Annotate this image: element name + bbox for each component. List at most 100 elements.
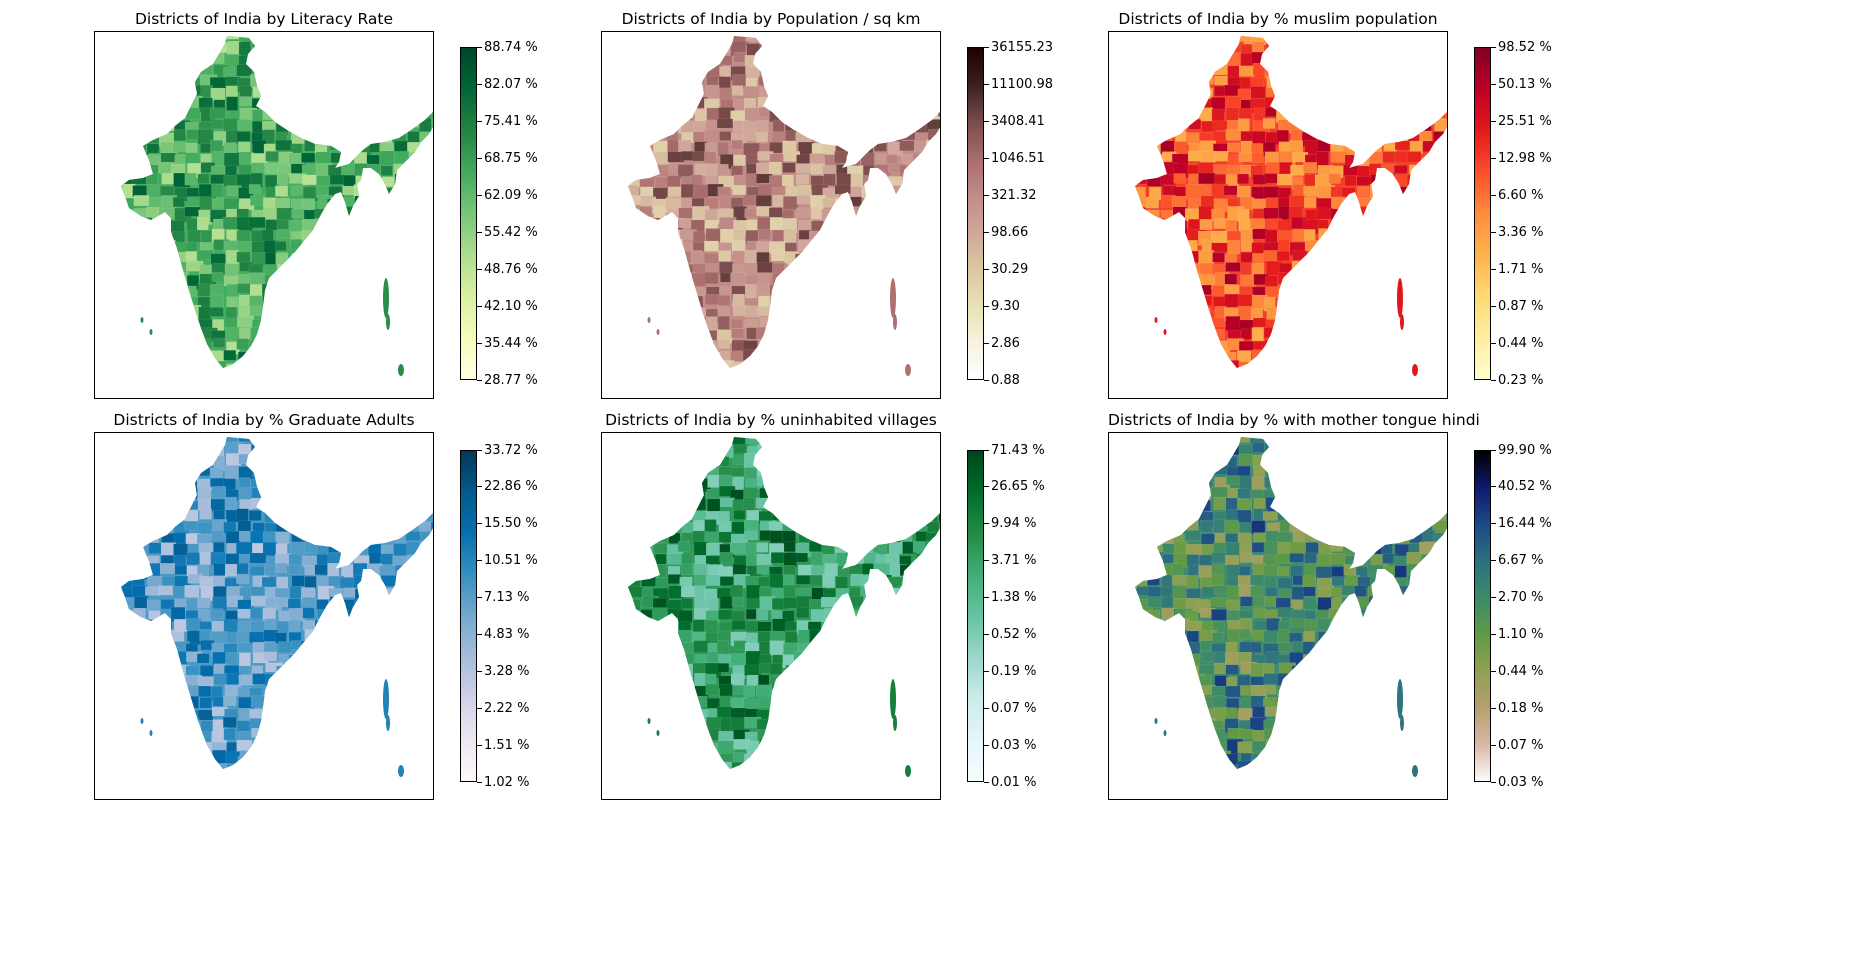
colorbar-tick-label: 1.02 % (484, 774, 530, 790)
island (1412, 765, 1418, 777)
island (893, 314, 897, 330)
colorbar-tick-label: 4.83 % (484, 626, 530, 642)
colorbar-tick-label: 0.03 % (1498, 774, 1544, 790)
island (1412, 364, 1418, 376)
colorbar-tick-label: 3.36 % (1498, 224, 1544, 240)
island (656, 329, 660, 335)
colorbar-tick-label: 22.86 % (484, 479, 538, 495)
island (893, 715, 897, 731)
colorbar (967, 450, 984, 782)
colorbar-tick-label: 55.42 % (484, 224, 538, 240)
district-texture (628, 36, 940, 368)
colorbar-tick-mark (984, 707, 989, 709)
island (890, 278, 896, 318)
colorbar-tick-mark (984, 633, 989, 635)
india-map (121, 36, 433, 376)
colorbar-tick-mark (984, 46, 989, 48)
colorbar-tick-mark (477, 268, 482, 270)
colorbar-tick-label: 28.77 % (484, 372, 538, 388)
colorbar-tick-label: 62.09 % (484, 187, 538, 203)
colorbar-tick-mark (984, 523, 989, 525)
colorbar-tick-mark (477, 744, 482, 746)
colorbar-tick-mark (477, 523, 482, 525)
colorbar-tick-label: 15.50 % (484, 516, 538, 532)
colorbar-tick-mark (984, 194, 989, 196)
district-texture (1135, 437, 1447, 769)
colorbar-tick-label: 6.67 % (1498, 553, 1544, 569)
colorbar-tick-mark (1491, 305, 1496, 307)
island (140, 718, 144, 724)
colorbar-tick-mark (477, 120, 482, 122)
map-frame (94, 432, 434, 800)
colorbar-tick-mark (1491, 486, 1496, 488)
colorbar-tick-label: 25.51 % (1498, 113, 1552, 129)
colorbar-tick-mark (1491, 707, 1496, 709)
colorbar-tick-mark (477, 560, 482, 562)
colorbar-tick-mark (477, 157, 482, 159)
island (1400, 715, 1404, 731)
island (890, 679, 896, 719)
island (1397, 278, 1403, 318)
india-map (628, 437, 940, 777)
colorbar-tick-mark (1491, 560, 1496, 562)
colorbar-tick-label: 6.60 % (1498, 187, 1544, 203)
colorbar-tick-label: 82.07 % (484, 76, 538, 92)
colorbar-tick-mark (1491, 597, 1496, 599)
colorbar-tick-label: 36155.23 (991, 39, 1054, 55)
colorbar-tick-mark (984, 670, 989, 672)
india-map (1135, 437, 1447, 777)
colorbar-tick-mark (984, 231, 989, 233)
colorbar-tick-label: 75.41 % (484, 113, 538, 129)
colorbar-tick-mark (1491, 744, 1496, 746)
colorbar-tick-mark (984, 157, 989, 159)
colorbar-tick-mark (1491, 231, 1496, 233)
colorbar (460, 47, 477, 380)
colorbar-tick-label: 0.07 % (991, 700, 1037, 716)
colorbar-tick-label: 1.51 % (484, 737, 530, 753)
colorbar-tick-mark (1491, 342, 1496, 344)
island (1154, 718, 1158, 724)
colorbar (460, 450, 477, 782)
colorbar-tick-label: 9.30 (991, 298, 1020, 314)
colorbar-tick-mark (984, 560, 989, 562)
colorbar-tick-mark (984, 268, 989, 270)
india-map (1135, 36, 1447, 376)
panel-title: Districts of India by % Graduate Adults (113, 411, 415, 429)
colorbar-tick-mark (1491, 523, 1496, 525)
colorbar-tick-mark (984, 342, 989, 344)
colorbar-tick-mark (477, 449, 482, 451)
colorbar-tick-mark (984, 305, 989, 307)
island (386, 715, 390, 731)
colorbar-tick-label: 3408.41 (991, 113, 1045, 129)
island (383, 679, 389, 719)
district-texture (628, 437, 940, 769)
district-texture (121, 36, 433, 368)
colorbar-tick-label: 7.13 % (484, 590, 530, 606)
colorbar-tick-mark (1491, 633, 1496, 635)
colorbar-tick-mark (477, 194, 482, 196)
colorbar-tick-mark (477, 83, 482, 85)
island (398, 765, 404, 777)
panel-title: Districts of India by % with mother tong… (1108, 411, 1480, 429)
panel-title: Districts of India by % uninhabited vill… (605, 411, 937, 429)
island (647, 317, 651, 323)
colorbar-tick-mark (1491, 194, 1496, 196)
colorbar-tick-mark (477, 46, 482, 48)
india-map (628, 36, 940, 376)
colorbar-tick-label: 10.51 % (484, 553, 538, 569)
colorbar-tick-mark (984, 597, 989, 599)
colorbar-tick-label: 2.86 (991, 335, 1020, 351)
colorbar (1474, 450, 1491, 782)
island (149, 730, 153, 736)
island (1400, 314, 1404, 330)
panel-title: Districts of India by Population / sq km (621, 10, 921, 28)
colorbar-tick-label: 321.32 (991, 187, 1037, 203)
colorbar-tick-label: 1.38 % (991, 590, 1037, 606)
colorbar-tick-label: 0.44 % (1498, 335, 1544, 351)
colorbar-tick-mark (477, 633, 482, 635)
colorbar-tick-label: 99.90 % (1498, 442, 1552, 458)
colorbar-tick-label: 48.76 % (484, 261, 538, 277)
colorbar-tick-label: 42.10 % (484, 298, 538, 314)
colorbar-tick-mark (1491, 670, 1496, 672)
colorbar-tick-mark (1491, 46, 1496, 48)
